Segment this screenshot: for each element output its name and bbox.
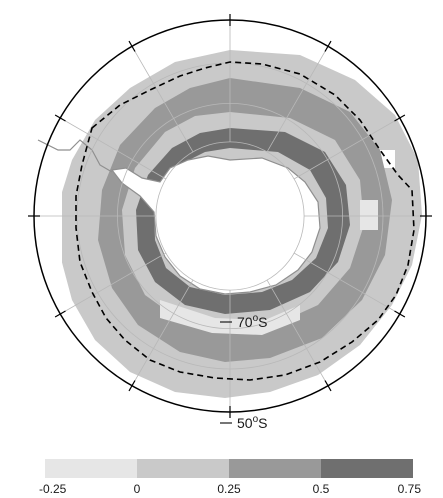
lat-label-50-text: 50oS	[237, 414, 267, 431]
graticule-lon-30	[266, 46, 329, 152]
dashed-boundary-line	[75, 61, 415, 381]
graticule-lon-300	[60, 117, 166, 180]
graticule	[28, 14, 432, 418]
lat-label-70: 70oS	[220, 313, 267, 330]
graticule-lon-150	[266, 280, 329, 386]
graticule-lon-210	[131, 280, 194, 386]
lat-label-70-text: 70oS	[237, 313, 267, 330]
colorbar-tick-label-2: 0.25	[217, 482, 241, 496]
colorbar-bin-1	[137, 459, 229, 478]
antarctica-land	[110, 155, 321, 295]
colorbar-tick-label-3: 0.5	[313, 482, 330, 496]
colorbar-tick-label-4: 0.75	[398, 482, 422, 496]
colorbar-bin-3	[321, 459, 413, 478]
colorbar-bin-0	[45, 459, 137, 478]
graticule-lon-240	[60, 252, 166, 315]
colorbar-bin-2	[229, 459, 321, 478]
graticule-lon-60	[294, 117, 400, 180]
colorbar-tick-label-1: 0	[134, 482, 141, 496]
graticule-lon-330	[131, 46, 194, 152]
colorbar-labels: -0.25 0 0.25 0.5 0.75	[39, 482, 421, 496]
map-frame	[33, 19, 427, 413]
colorbar-tick-label-0: -0.25	[39, 482, 67, 496]
field-negative	[160, 200, 378, 335]
lat-label-50: 50oS	[220, 414, 267, 431]
south-america-coast	[37, 139, 113, 173]
colorbar	[45, 459, 413, 478]
graticule-lon-120	[294, 252, 400, 315]
